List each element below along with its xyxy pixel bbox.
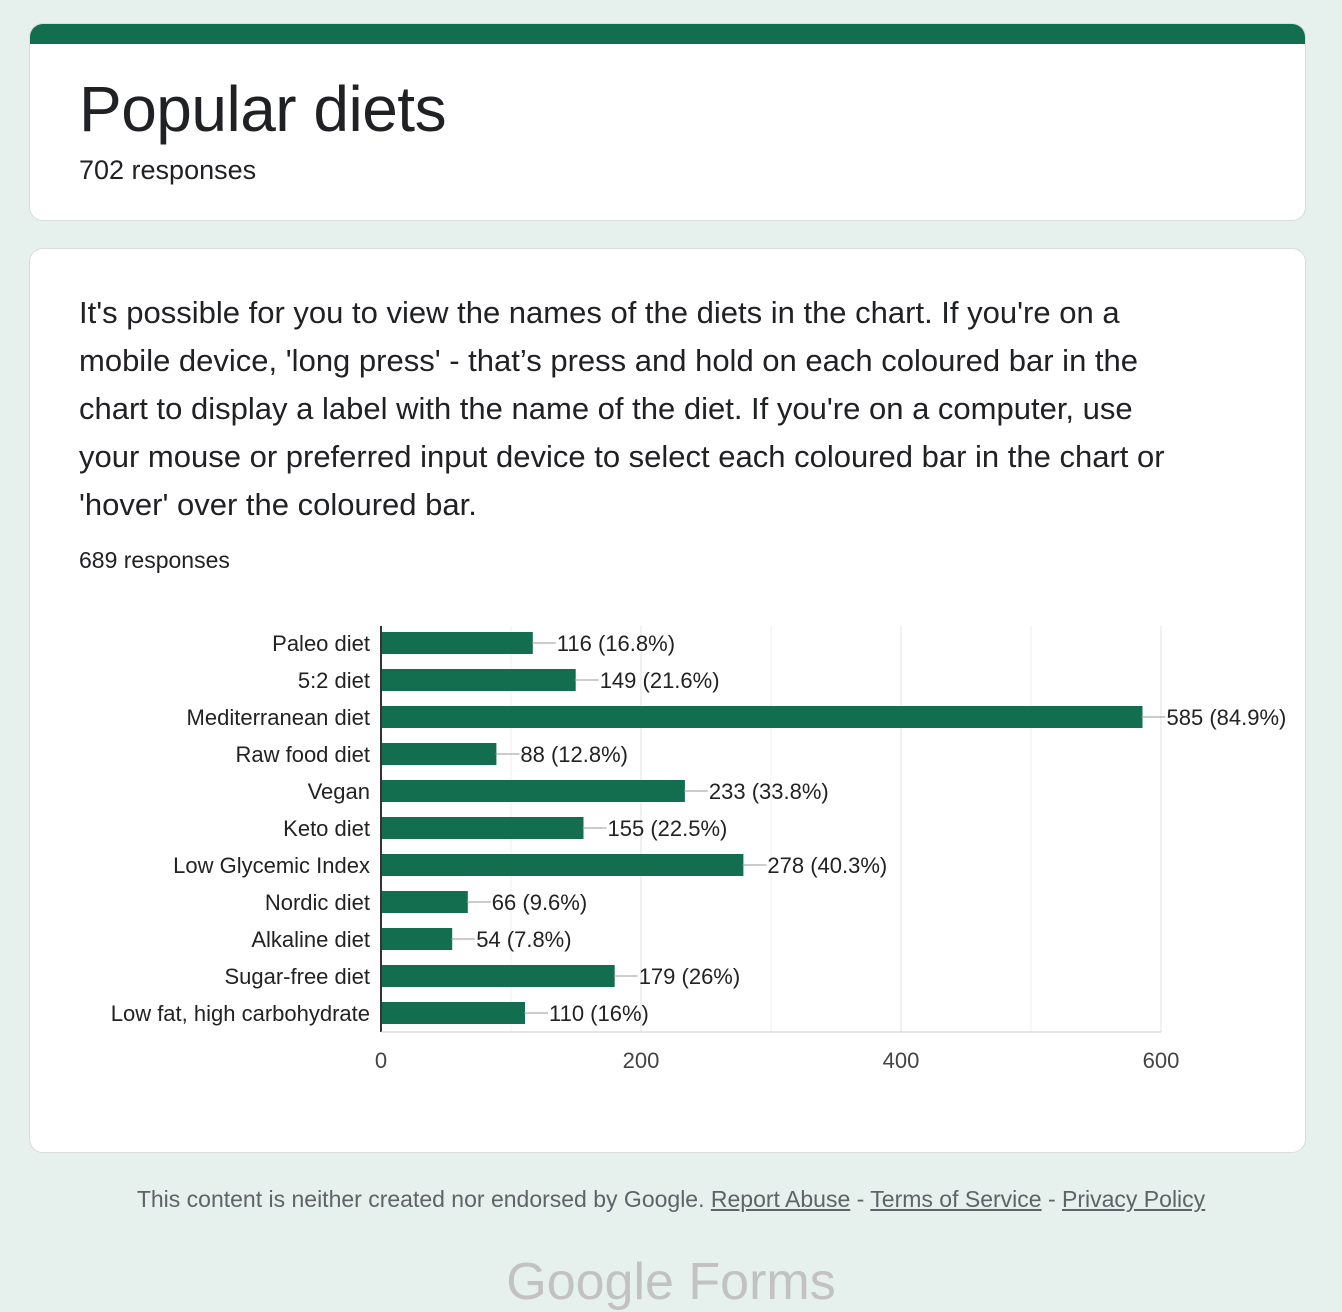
data-label: 88 (12.8%) <box>520 742 628 767</box>
category-label: Vegan <box>308 779 370 804</box>
bar-6 <box>382 817 584 839</box>
bar-4 <box>382 743 497 765</box>
footer-disclaimer: This content is neither created nor endo… <box>136 1186 705 1212</box>
category-label: 5:2 diet <box>298 668 370 693</box>
data-label: 54 (7.8%) <box>476 927 571 952</box>
bar-9 <box>382 928 453 950</box>
footer: This content is neither created nor endo… <box>0 1186 1342 1213</box>
header-accent-bar <box>30 24 1305 44</box>
google-forms-logo: Google Forms <box>506 1253 836 1311</box>
footer-separator: - <box>856 1186 865 1212</box>
data-label: 179 (26%) <box>639 964 741 989</box>
category-label: Keto diet <box>283 816 370 841</box>
bar-10 <box>382 965 615 987</box>
x-tick-label: 200 <box>623 1048 660 1073</box>
footer-separator: - <box>1047 1186 1056 1212</box>
bar-3 <box>382 706 1143 728</box>
privacy-policy-link[interactable]: Privacy Policy <box>1062 1186 1206 1212</box>
header-card: Popular diets 702 responses <box>29 23 1306 221</box>
data-label: 116 (16.8%) <box>557 631 675 656</box>
data-label: 149 (21.6%) <box>600 668 720 693</box>
bar-2 <box>382 669 576 691</box>
data-label: 585 (84.9%) <box>1167 705 1287 730</box>
bar-7 <box>382 854 744 876</box>
category-label: Raw food diet <box>235 742 370 767</box>
bar-5 <box>382 780 685 802</box>
category-label: Alkaline diet <box>251 927 370 952</box>
data-label: 110 (16%) <box>549 1001 649 1026</box>
question-response-count: 689 responses <box>79 547 230 573</box>
x-tick-label: 0 <box>375 1048 387 1073</box>
x-tick-label: 600 <box>1143 1048 1180 1073</box>
report-abuse-link[interactable]: Report Abuse <box>710 1186 851 1212</box>
bar-chart: Paleo diet 116 (16.8%) 5:2 diet 149 (21.6%)… <box>111 626 1287 1073</box>
question-text: It's possible for you to view the names … <box>79 295 1165 522</box>
category-label: Paleo diet <box>272 631 370 656</box>
bar-11 <box>382 1002 525 1024</box>
question-card: It's possible for you to view the names … <box>29 248 1306 1153</box>
form-title: Popular diets <box>79 73 447 145</box>
category-label: Low Glycemic Index <box>173 853 370 878</box>
category-label: Nordic diet <box>265 890 370 915</box>
form-response-count: 702 responses <box>79 155 257 185</box>
bar-1 <box>382 632 533 654</box>
data-label: 66 (9.6%) <box>492 890 587 915</box>
terms-of-service-link[interactable]: Terms of Service <box>870 1186 1042 1212</box>
category-label: Low fat, high carbohydrate <box>111 1001 370 1026</box>
category-label: Mediterranean diet <box>187 705 370 730</box>
bar-8 <box>382 891 468 913</box>
category-label: Sugar-free diet <box>224 964 370 989</box>
data-label: 233 (33.8%) <box>709 779 829 804</box>
data-label: 155 (22.5%) <box>608 816 728 841</box>
data-label: 278 (40.3%) <box>767 853 887 878</box>
x-tick-label: 400 <box>883 1048 920 1073</box>
